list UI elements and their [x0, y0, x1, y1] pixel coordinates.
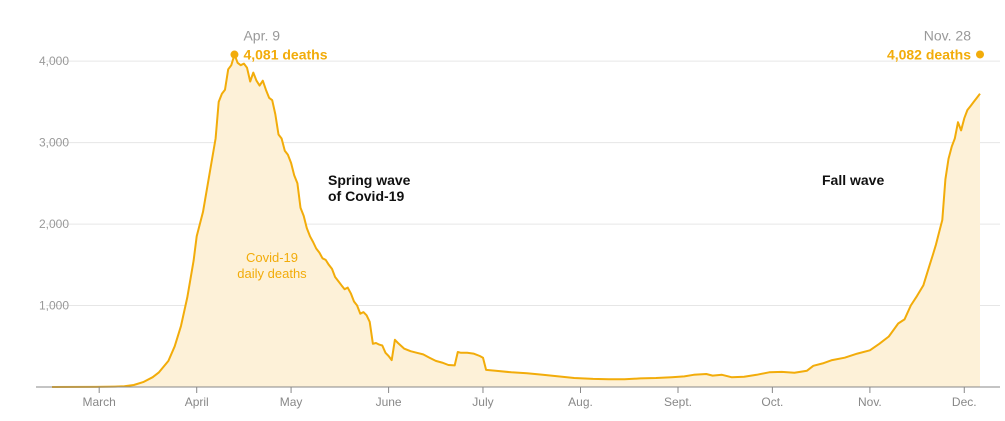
- peak-date-label: Nov. 28: [924, 27, 971, 43]
- series-label-line: daily deaths: [237, 266, 307, 281]
- wave-label-line: Fall wave: [822, 172, 884, 188]
- wave-label-line: Spring wave: [328, 172, 411, 188]
- peak-value-label: 4,082 deaths: [887, 46, 971, 62]
- peak-annotations: Apr. 9 4,081 deaths Nov. 28 4,082 deaths: [230, 27, 984, 63]
- wave-label: Spring wave of Covid-19: [328, 172, 411, 204]
- peak-dot: [230, 50, 239, 59]
- x-tick-label: March: [83, 395, 116, 409]
- peak-dot: [976, 50, 984, 59]
- y-tick-label: 4,000: [39, 54, 69, 68]
- series-label: Covid-19 daily deaths: [237, 250, 307, 281]
- x-tick-label: Aug.: [568, 395, 593, 409]
- deaths-line: [51, 53, 981, 388]
- deaths-area: [52, 54, 980, 387]
- x-tick-label: Dec.: [952, 395, 977, 409]
- y-tick-label: 2,000: [39, 217, 69, 231]
- x-tick-label: July: [472, 395, 493, 409]
- y-tick-label: 1,000: [39, 299, 69, 313]
- wave-labels: Spring wave of Covid-19 Fall wave: [328, 172, 884, 204]
- wave-label-line: of Covid-19: [328, 188, 404, 204]
- peak-value-label: 4,081 deaths: [243, 47, 327, 63]
- x-tick-label: Sept.: [664, 395, 692, 409]
- x-tick-label: Nov.: [858, 395, 882, 409]
- series-label-line: Covid-19: [246, 250, 298, 265]
- x-tick-label: June: [376, 395, 402, 409]
- x-tick-label: May: [280, 395, 303, 409]
- x-tick-label: April: [185, 395, 209, 409]
- wave-label: Fall wave: [822, 172, 884, 188]
- y-axis-ticks: 1,000 2,000 3,000 4,000: [39, 54, 69, 312]
- x-tick-label: Oct.: [761, 395, 783, 409]
- x-axis-ticks: March April May June July Aug. Sept. Oct. Nov. De…: [83, 387, 977, 409]
- peak-date-label: Apr. 9: [243, 28, 280, 44]
- y-tick-label: 3,000: [39, 136, 69, 150]
